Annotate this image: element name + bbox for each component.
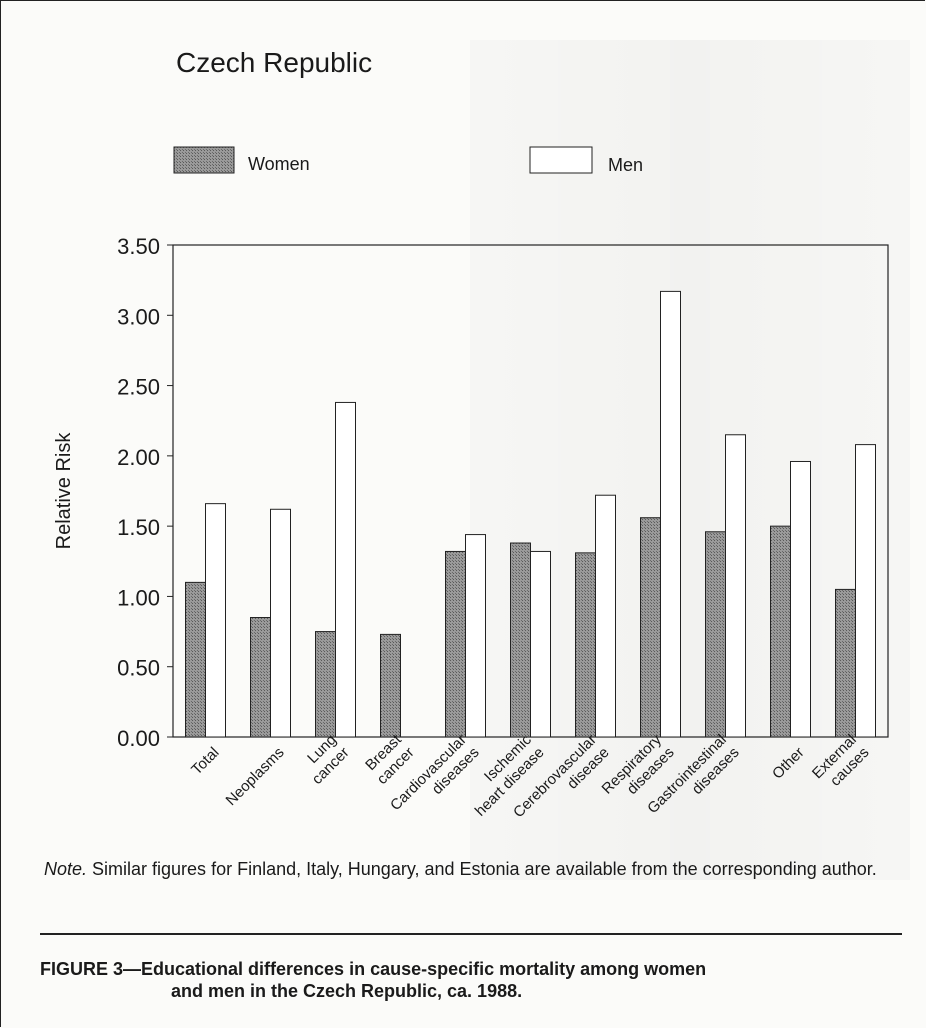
- bar-women: [705, 531, 726, 738]
- x-tick-label: Other: [769, 744, 808, 783]
- bar-men: [335, 401, 356, 738]
- note-prefix: Note.: [44, 859, 88, 879]
- bar-men: [530, 550, 551, 738]
- bar-women: [510, 542, 531, 738]
- x-tick-label: Total: [188, 744, 222, 778]
- bars: [185, 290, 876, 738]
- y-axis-label: Relative Risk: [53, 432, 75, 550]
- bleed-through-text-area: [470, 40, 910, 880]
- caption-line-1: FIGURE 3—Educational differences in caus…: [40, 959, 707, 979]
- chart-title: Czech Republic: [176, 47, 372, 78]
- x-tick-label-line: Total: [188, 744, 222, 778]
- caption-rule: [40, 933, 902, 935]
- bar-women: [835, 588, 856, 738]
- bar-women: [770, 525, 791, 738]
- y-tick-labels: 0.00 0.50 1.00 1.50 2.00 2.50 3.00 3.50: [117, 234, 160, 751]
- bar-women: [315, 631, 336, 738]
- legend: Women Men: [173, 146, 643, 175]
- bar-women: [640, 517, 661, 738]
- legend-label-men: Men: [608, 155, 643, 175]
- bar-women: [445, 550, 466, 738]
- y-tick-label: 0.50: [117, 656, 160, 681]
- y-tick-label: 1.50: [117, 515, 160, 540]
- note-text: Similar figures for Finland, Italy, Hung…: [87, 859, 877, 879]
- x-tick-label-line: Neoplasms: [222, 744, 287, 809]
- figure-caption: FIGURE 3—Educational differences in caus…: [40, 958, 900, 1002]
- figure-note: Note. Similar figures for Finland, Italy…: [44, 858, 884, 881]
- bar-men: [270, 508, 291, 738]
- y-tick-label: 0.00: [117, 726, 160, 751]
- y-tick-label: 2.50: [117, 375, 160, 400]
- bar-women: [380, 633, 401, 738]
- caption-line-2: and men in the Czech Republic, ca. 1988.: [171, 981, 523, 1001]
- bar-men: [205, 503, 226, 738]
- x-tick-label: Neoplasms: [222, 744, 287, 809]
- bar-men: [790, 460, 811, 738]
- legend-swatch-women: [173, 146, 235, 174]
- relative-risk-chart: Czech Republic Women Men Relative Risk 0…: [53, 47, 889, 821]
- y-tick-label: 3.50: [117, 234, 160, 259]
- bar-women: [185, 581, 206, 738]
- y-tick-label: 3.00: [117, 304, 160, 329]
- bar-women: [250, 617, 271, 738]
- bar-men: [465, 534, 486, 738]
- bar-men: [595, 494, 616, 738]
- bar-women: [575, 552, 596, 738]
- bar-men: [855, 444, 876, 738]
- x-tick-label-line: Other: [769, 744, 808, 783]
- legend-swatch-men: [529, 146, 593, 174]
- y-tick-label: 2.00: [117, 445, 160, 470]
- bar-men: [725, 434, 746, 738]
- bar-men: [660, 290, 681, 738]
- legend-label-women: Women: [248, 154, 310, 174]
- y-tick-label: 1.00: [117, 585, 160, 610]
